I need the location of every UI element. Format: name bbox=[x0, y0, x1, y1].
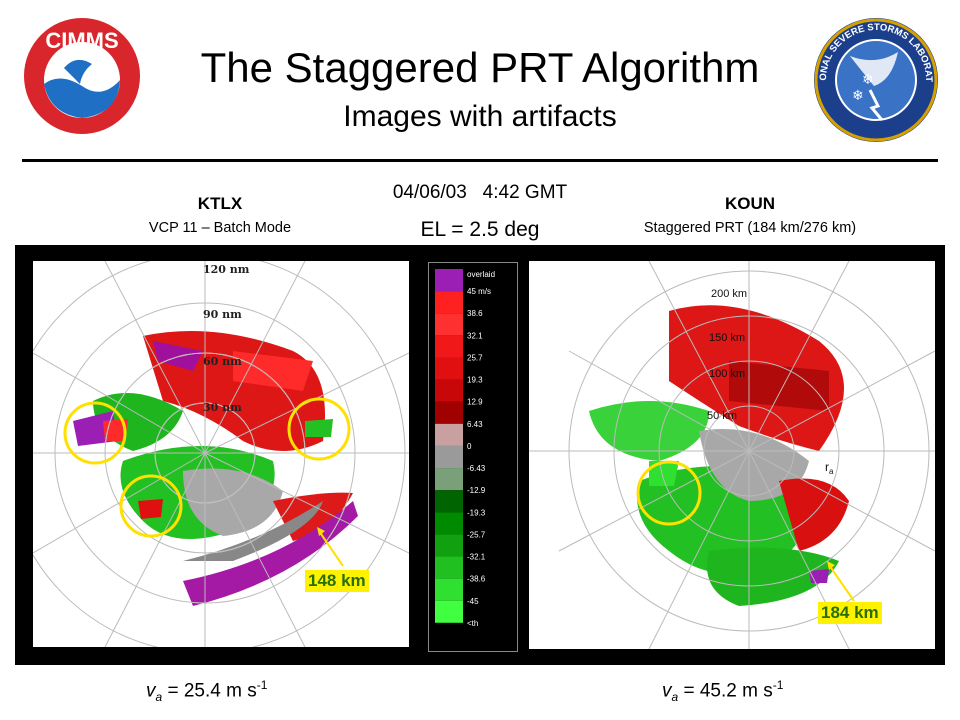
colorbar-swatch bbox=[435, 313, 463, 336]
ring-label-50: 50 km bbox=[707, 410, 737, 422]
ring-label-100: 100 km bbox=[709, 368, 745, 380]
cimms-noaa-logo-icon: CIMMS bbox=[24, 18, 140, 134]
right-radar-mode: Staggered PRT (184 km/276 km) bbox=[643, 220, 857, 236]
colorbar-label: -45 bbox=[467, 597, 479, 606]
colorbar-swatch bbox=[435, 401, 463, 424]
colorbar-swatch bbox=[435, 600, 463, 623]
colorbar-swatch bbox=[435, 335, 463, 358]
colorbar-swatch bbox=[435, 534, 463, 557]
colorbar-label: -25.7 bbox=[467, 530, 486, 539]
colorbar-swatch bbox=[435, 512, 463, 535]
colorbar-swatch bbox=[435, 445, 463, 469]
koun-radar-image: 200 km 150 km 100 km 50 km ra bbox=[529, 261, 935, 649]
artifact-circle bbox=[63, 401, 127, 465]
elevation: EL = 2.5 deg bbox=[420, 218, 540, 241]
colorbar-swatch bbox=[435, 468, 463, 491]
datetime: 04/06/03 4:42 GMT bbox=[392, 182, 568, 203]
colorbar-swatch bbox=[435, 556, 463, 579]
colorbar-label: -32.1 bbox=[467, 553, 486, 562]
nssl-logo-icon: ❄ ❄ NATIONAL SEVERE STORMS LABORATORY bbox=[808, 8, 938, 142]
ra-label: ra bbox=[825, 460, 834, 476]
colorbar-swatch bbox=[435, 423, 463, 446]
colorbar-swatch bbox=[435, 291, 463, 314]
ring-label-90: 90 nm bbox=[203, 308, 242, 321]
colorbar-label: -6.43 bbox=[467, 464, 486, 473]
artifact-circle bbox=[119, 474, 183, 538]
colorbar-swatch bbox=[435, 578, 463, 601]
colorbar-label: 6.43 bbox=[467, 420, 483, 429]
colorbar-label: overlaid bbox=[467, 270, 495, 279]
velocity-colorbar: overlaid 45 m/s 38.6 32.1 25.7 19.3 12.9 6.43 0 -… bbox=[428, 262, 518, 652]
left-range-label: 148 km bbox=[305, 570, 369, 592]
ring-label-120: 120 nm bbox=[203, 263, 250, 276]
ring-label-60: 60 nm bbox=[203, 355, 242, 368]
artifact-circle bbox=[636, 460, 702, 526]
right-radar-name: KOUN bbox=[724, 194, 776, 213]
colorbar-label: 32.1 bbox=[467, 331, 483, 340]
cimms-logo: CIMMS bbox=[20, 14, 144, 138]
colorbar-swatch bbox=[435, 269, 463, 292]
left-radar-name: KTLX bbox=[197, 194, 243, 213]
page-subtitle: Images with artifacts bbox=[343, 100, 617, 133]
svg-text:CIMMS: CIMMS bbox=[45, 28, 118, 53]
colorbar-label: 45 m/s bbox=[467, 287, 491, 296]
right-range-label: 184 km bbox=[818, 602, 882, 624]
ring-label-30: 30 nm bbox=[203, 401, 242, 414]
colorbar-label: -38.6 bbox=[467, 575, 486, 584]
colorbar-label: <th bbox=[467, 619, 478, 628]
divider bbox=[22, 159, 938, 162]
left-nyquist-velocity: va = 25.4 m s-1 bbox=[146, 678, 268, 705]
page-title: The Staggered PRT Algorithm bbox=[200, 44, 760, 91]
colorbar-swatch bbox=[435, 357, 463, 380]
left-radar-mode: VCP 11 – Batch Mode bbox=[148, 220, 292, 236]
colorbar-label: -19.3 bbox=[467, 508, 486, 517]
artifact-circle bbox=[287, 397, 351, 461]
colorbar-label: 0 bbox=[467, 442, 472, 451]
colorbar-swatch bbox=[435, 622, 463, 645]
colorbar-label: 19.3 bbox=[467, 376, 483, 385]
right-nyquist-velocity: va = 45.2 m s-1 bbox=[662, 678, 784, 705]
ring-label-200: 200 km bbox=[711, 288, 747, 300]
colorbar-label: 38.6 bbox=[467, 309, 483, 318]
colorbar-swatch bbox=[435, 490, 463, 513]
colorbar-label: -12.9 bbox=[467, 486, 486, 495]
svg-text:❄: ❄ bbox=[862, 72, 874, 88]
colorbar-swatch bbox=[435, 379, 463, 402]
colorbar-label: 25.7 bbox=[467, 353, 483, 362]
nssl-logo: ❄ ❄ NATIONAL SEVERE STORMS LABORATORY bbox=[808, 8, 940, 144]
colorbar-label: 12.9 bbox=[467, 398, 483, 407]
ring-label-150: 150 km bbox=[709, 332, 745, 344]
svg-text:❄: ❄ bbox=[852, 88, 864, 104]
